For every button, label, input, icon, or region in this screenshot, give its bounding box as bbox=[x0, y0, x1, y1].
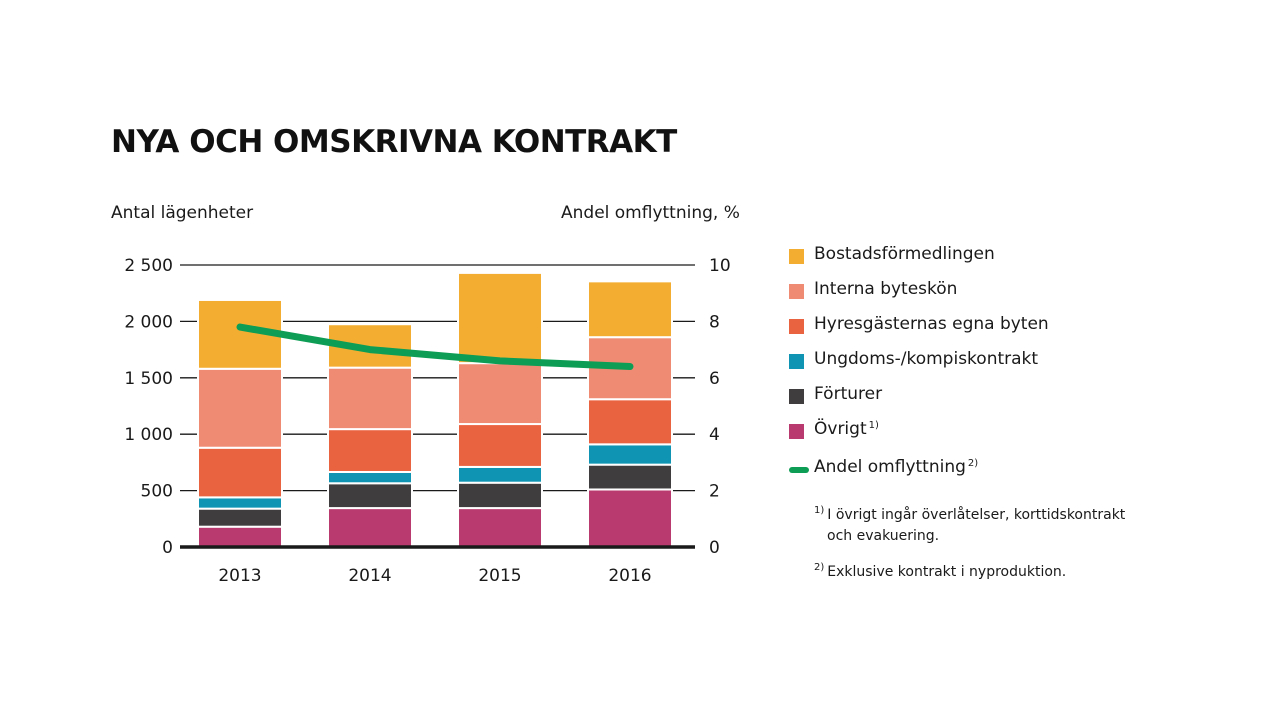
legend-swatch bbox=[789, 319, 804, 334]
legend-label: Interna byteskön bbox=[814, 279, 958, 299]
footnote-text: Exklusive kontrakt i nyproduktion. bbox=[827, 564, 1067, 580]
bar-segment bbox=[587, 443, 673, 466]
bar-segment bbox=[197, 446, 283, 499]
left-axis-title: Antal lägenheter bbox=[111, 203, 254, 223]
bar-segment bbox=[197, 525, 283, 548]
chart-title: NYA OCH OMSKRIVNA KONTRAKT bbox=[111, 124, 677, 160]
x-axis-tick-label: 2013 bbox=[218, 566, 261, 586]
y-axis-tick-label: 2 500 bbox=[124, 256, 173, 276]
bar-segment bbox=[327, 470, 413, 485]
legend-label: Ungdoms-/kompiskontrakt bbox=[814, 349, 1039, 369]
right-axis-title: Andel omflyttning, % bbox=[561, 203, 740, 223]
legend-swatch bbox=[789, 354, 804, 369]
legend-line-swatch bbox=[789, 467, 809, 473]
footnote-marker: 1) bbox=[814, 505, 825, 516]
bar-segment bbox=[457, 465, 543, 484]
y2-axis-tick-label: 8 bbox=[709, 312, 720, 332]
bar-segment bbox=[327, 428, 413, 473]
line-series-andel-omflyttning bbox=[236, 323, 634, 371]
bar-segment bbox=[327, 482, 413, 510]
bar-segment bbox=[197, 367, 283, 449]
legend-swatch bbox=[789, 424, 804, 439]
bar-segment bbox=[197, 507, 283, 528]
y-axis-tick-label: 1 000 bbox=[124, 425, 173, 445]
legend-label: Hyresgästernas egna byten bbox=[814, 314, 1049, 334]
bar-segment bbox=[457, 362, 543, 426]
bar-segment bbox=[587, 398, 673, 446]
bar-segment bbox=[457, 481, 543, 510]
bar-segment bbox=[587, 488, 673, 548]
bar-segment bbox=[327, 507, 413, 549]
y-axis-tick-label: 0 bbox=[162, 538, 173, 558]
y2-axis-tick-label: 6 bbox=[709, 369, 720, 389]
legend-label: Förturer bbox=[814, 384, 883, 404]
y-axis-tick-label: 1 500 bbox=[124, 369, 173, 389]
x-axis-tick-label: 2014 bbox=[348, 566, 391, 586]
footnote-text-continued: och evakuering. bbox=[827, 528, 940, 544]
bar-segment bbox=[457, 507, 543, 549]
y2-axis-tick-label: 2 bbox=[709, 482, 720, 502]
legend-swatch bbox=[789, 284, 804, 299]
legend-swatch bbox=[789, 389, 804, 404]
bar-segment bbox=[587, 280, 673, 339]
footnote-1: 1) I övrigt ingår överlåtelser, korttidsk… bbox=[814, 500, 1125, 547]
legend-label: Bostadsförmedlingen bbox=[814, 244, 995, 264]
y2-axis-tick-label: 10 bbox=[709, 256, 731, 276]
y-axis-tick-label: 500 bbox=[141, 482, 173, 502]
bar-segment bbox=[457, 423, 543, 468]
legend-swatch bbox=[789, 249, 804, 264]
y-axis-tick-label: 2 000 bbox=[124, 312, 173, 332]
bar-segment bbox=[457, 271, 543, 365]
footnote-text: I övrigt ingår överlåtelser, korttidskon… bbox=[827, 507, 1126, 523]
x-axis-tick-label: 2016 bbox=[608, 566, 651, 586]
footnote-2: 2) Exklusive kontrakt i nyproduktion. bbox=[814, 557, 1066, 583]
y2-axis-tick-label: 4 bbox=[709, 425, 720, 445]
x-axis-tick-label: 2015 bbox=[478, 566, 521, 586]
bar-segment bbox=[587, 463, 673, 491]
bar-segment bbox=[197, 496, 283, 510]
legend-label: Övrigt 1) bbox=[814, 419, 879, 439]
bar-segment bbox=[327, 366, 413, 431]
footnote-marker: 2) bbox=[814, 562, 825, 573]
legend-label: Andel omflyttning 2) bbox=[814, 457, 979, 477]
y2-axis-tick-label: 0 bbox=[709, 538, 720, 558]
